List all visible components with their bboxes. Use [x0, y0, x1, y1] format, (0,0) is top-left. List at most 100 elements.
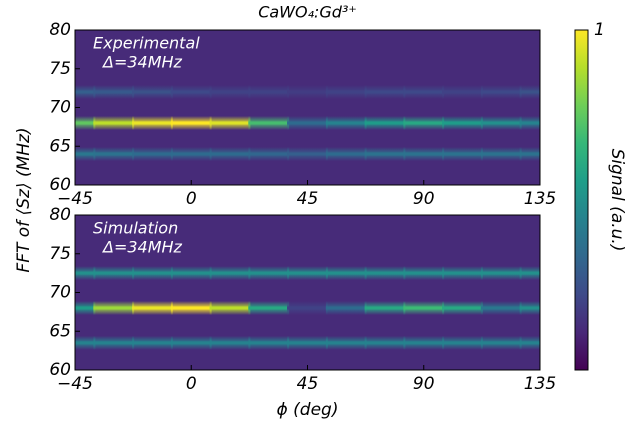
band-center	[480, 271, 522, 275]
band-center	[93, 341, 135, 345]
band-center	[170, 306, 212, 310]
band-center	[325, 341, 367, 345]
band-center	[442, 121, 483, 125]
band-center	[403, 121, 445, 125]
band-center	[403, 306, 445, 310]
band-center	[403, 152, 445, 156]
band-center	[287, 121, 328, 125]
y-tick-label: 65	[49, 136, 71, 156]
band-center	[248, 152, 290, 156]
band-center	[364, 341, 406, 345]
band-center	[442, 341, 483, 345]
band-center	[132, 121, 173, 125]
band-center	[403, 90, 445, 94]
band-center	[132, 341, 173, 345]
band-center	[170, 271, 212, 275]
band-center	[480, 306, 522, 310]
band-center	[93, 90, 135, 94]
y-tick-label: 60	[49, 175, 71, 195]
band-center	[403, 341, 445, 345]
band-center	[403, 271, 445, 275]
x-tick-label: 0	[186, 374, 197, 394]
band-center	[325, 306, 367, 310]
band-center	[442, 271, 483, 275]
band-center	[75, 306, 96, 310]
band-center	[93, 271, 135, 275]
y-tick-label: 70	[49, 98, 71, 118]
annotation: Experimental	[93, 34, 200, 53]
band-center	[132, 90, 173, 94]
band-center	[442, 152, 483, 156]
band-center	[75, 90, 96, 94]
band-center	[442, 90, 483, 94]
band-center	[442, 306, 483, 310]
band-center	[480, 152, 522, 156]
chart-title: CaWO₄:Gd³⁺	[258, 3, 357, 22]
band-center	[209, 121, 251, 125]
x-tick-label: −45	[57, 374, 93, 394]
colorbar-tick-label: 1	[594, 20, 605, 40]
colorbar-label: Signal (a.u.)	[607, 149, 627, 252]
band-center	[519, 306, 540, 310]
band-center	[519, 271, 540, 275]
band-center	[209, 306, 251, 310]
y-tick-label: 80	[49, 205, 71, 225]
band-center	[170, 152, 212, 156]
band-center	[170, 121, 212, 125]
annotation: Simulation	[93, 219, 178, 238]
y-tick-label: 60	[49, 360, 71, 380]
band-center	[519, 152, 540, 156]
x-tick-label: 90	[413, 189, 435, 209]
heatmap	[75, 85, 540, 161]
band-center	[248, 341, 290, 345]
band-center	[209, 341, 251, 345]
x-tick-label: 45	[297, 189, 319, 209]
band-center	[93, 306, 135, 310]
band-center	[170, 90, 212, 94]
y-tick-label: 75	[49, 244, 71, 264]
band-center	[519, 341, 540, 345]
band-center	[287, 341, 328, 345]
y-tick-label: 70	[49, 283, 71, 303]
band-center	[287, 152, 328, 156]
band-center	[248, 271, 290, 275]
band-center	[364, 306, 406, 310]
band-center	[75, 341, 96, 345]
band-center	[248, 90, 290, 94]
annotation: Δ=34MHz	[101, 53, 183, 72]
band-center	[287, 90, 328, 94]
band-center	[480, 341, 522, 345]
band-center	[170, 341, 212, 345]
colorbar	[574, 29, 589, 371]
y-tick-label: 65	[49, 321, 71, 341]
band-center	[209, 271, 251, 275]
band-center	[325, 152, 367, 156]
x-tick-label: −45	[57, 189, 93, 209]
band-center	[364, 90, 406, 94]
band-center	[480, 121, 522, 125]
annotation: Δ=34MHz	[101, 238, 183, 257]
y-tick-label: 80	[49, 20, 71, 40]
band-center	[287, 306, 328, 310]
x-tick-label: 90	[413, 374, 435, 394]
band-center	[248, 306, 290, 310]
band-center	[480, 90, 522, 94]
band-center	[364, 271, 406, 275]
band-center	[287, 271, 328, 275]
band-center	[93, 121, 135, 125]
band-center	[519, 121, 540, 125]
heatmap	[75, 266, 540, 350]
x-tick-label: 0	[186, 189, 197, 209]
band-center	[75, 271, 96, 275]
band-center	[132, 271, 173, 275]
band-center	[364, 121, 406, 125]
x-tick-label: 135	[524, 374, 556, 394]
x-tick-label: 45	[297, 374, 319, 394]
band-center	[209, 90, 251, 94]
band-center	[132, 306, 173, 310]
band-center	[519, 90, 540, 94]
x-tick-label: 135	[524, 189, 556, 209]
y-tick-label: 75	[49, 59, 71, 79]
band-center	[248, 121, 290, 125]
